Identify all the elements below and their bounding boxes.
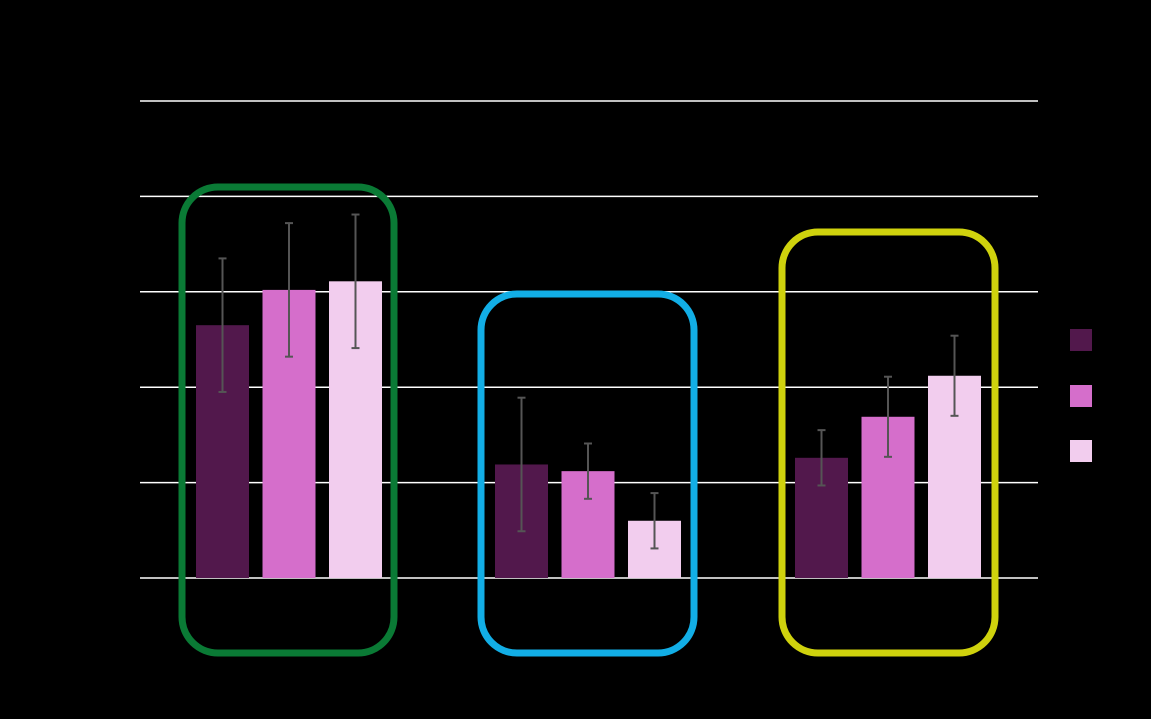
legend-swatch-2 bbox=[1070, 385, 1092, 407]
legend-swatch-1 bbox=[1070, 329, 1092, 351]
group-highlight-2 bbox=[477, 290, 698, 657]
legend-swatch-3 bbox=[1070, 440, 1092, 462]
group-highlight-1 bbox=[178, 183, 398, 657]
group-highlight-3 bbox=[778, 228, 999, 657]
